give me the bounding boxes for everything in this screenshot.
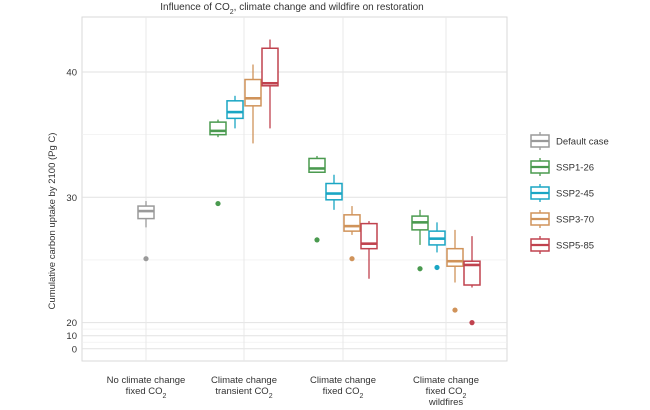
outlier-point bbox=[143, 256, 149, 262]
legend-item: SSP3-70 bbox=[530, 210, 594, 228]
x-tick-label: No climate change bbox=[107, 375, 186, 386]
plot-area bbox=[137, 39, 481, 326]
legend-label: SSP5-85 bbox=[556, 241, 594, 252]
x-tick-label: fixed CO2​ bbox=[323, 386, 364, 400]
box-ssp2-45 bbox=[428, 222, 446, 271]
outlier-point bbox=[215, 200, 221, 207]
box-ssp3-70 bbox=[446, 229, 464, 313]
outlier-point bbox=[417, 266, 423, 272]
outlier-point bbox=[469, 320, 475, 326]
legend-label: SSP1-26 bbox=[556, 163, 594, 174]
grid bbox=[81, 16, 508, 362]
outlier-point bbox=[349, 256, 355, 262]
box-ssp3-70 bbox=[244, 64, 262, 144]
box-body bbox=[261, 47, 279, 87]
chart-title: Influence of CO2​, climate change and wi… bbox=[160, 2, 424, 16]
x-tick-label: transient CO2​ bbox=[215, 386, 272, 400]
y-tick-label: 30 bbox=[66, 193, 77, 204]
box-body bbox=[244, 78, 262, 107]
box-default-case bbox=[137, 201, 155, 262]
box-ssp2-45 bbox=[325, 174, 343, 210]
box-body bbox=[226, 100, 244, 120]
outlier-point bbox=[434, 264, 440, 271]
y-tick-label: 10 bbox=[66, 331, 77, 342]
y-tick-label: 0 bbox=[72, 344, 77, 355]
box-ssp2-45 bbox=[226, 95, 244, 129]
x-tick-label: wildfires bbox=[428, 397, 464, 408]
box-ssp1-26 bbox=[411, 209, 429, 272]
box-body bbox=[463, 260, 481, 286]
y-tick-label: 40 bbox=[66, 68, 77, 79]
box-ssp5-85 bbox=[261, 39, 279, 129]
y-axis-label: Cumulative carbon uptake by 2100 (Pg C) bbox=[47, 133, 58, 310]
y-tick-label: 20 bbox=[66, 318, 77, 329]
legend-label: SSP3-70 bbox=[556, 215, 594, 226]
box-body bbox=[325, 182, 343, 201]
legend-item: SSP5-85 bbox=[530, 236, 594, 254]
x-tick-label: fixed CO2​ bbox=[126, 386, 167, 400]
legend-item: Default case bbox=[530, 132, 609, 150]
box-ssp5-85 bbox=[360, 221, 378, 279]
box-body bbox=[209, 121, 227, 136]
x-tick-label: Climate change bbox=[310, 375, 376, 386]
box-ssp1-26 bbox=[209, 119, 227, 207]
legend-label: Default case bbox=[556, 137, 609, 148]
legend-label: SSP2-45 bbox=[556, 189, 594, 200]
box-ssp1-26 bbox=[308, 155, 326, 243]
x-tick-label: Climate change bbox=[413, 375, 479, 386]
box-body bbox=[446, 247, 464, 267]
x-tick-label: fixed CO2​ bbox=[426, 386, 467, 400]
plot-frame bbox=[81, 16, 508, 362]
outlier-point bbox=[314, 237, 320, 243]
legend: Default case SSP1-26 SSP2-45 SSP3-70 SSP5-85 bbox=[530, 132, 609, 254]
box-ssp3-70 bbox=[343, 206, 361, 262]
legend-item: SSP2-45 bbox=[530, 184, 594, 202]
box-ssp5-85 bbox=[463, 236, 481, 326]
outlier-point bbox=[452, 307, 458, 313]
box-body bbox=[343, 214, 361, 232]
box-body bbox=[308, 157, 326, 173]
legend-item: SSP1-26 bbox=[530, 158, 594, 176]
x-tick-label: Climate change bbox=[211, 375, 277, 386]
